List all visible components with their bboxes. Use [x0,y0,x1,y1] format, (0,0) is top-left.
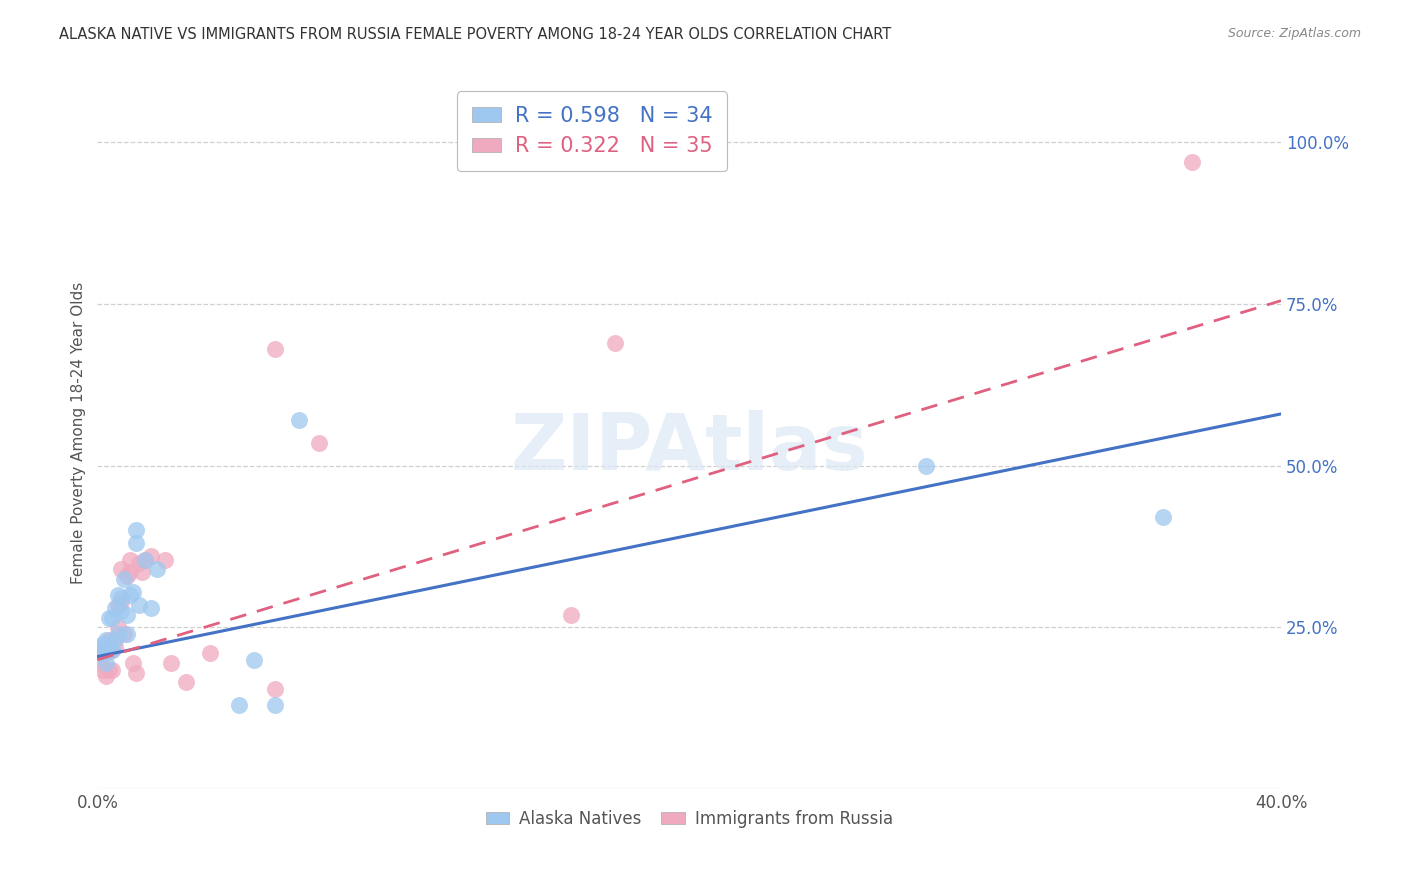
Text: ALASKA NATIVE VS IMMIGRANTS FROM RUSSIA FEMALE POVERTY AMONG 18-24 YEAR OLDS COR: ALASKA NATIVE VS IMMIGRANTS FROM RUSSIA … [59,27,891,42]
Point [139,549,162,564]
Text: ZIPAtlas: ZIPAtlas [510,409,868,485]
Point [91,646,114,660]
Point [101,663,124,677]
Point [107,588,129,602]
Point [198,646,221,660]
Point [89,643,111,657]
Point [118,566,141,580]
Point [139,601,162,615]
Point [1181,154,1204,169]
Point [112,627,135,641]
Point [155,552,177,566]
Point [89,643,111,657]
Point [131,566,153,580]
Point [91,663,114,677]
Point [115,627,138,641]
Point [110,562,132,576]
Point [101,643,124,657]
Point [115,607,138,622]
Point [101,643,124,657]
Point [125,524,148,538]
Point [98,643,121,657]
Legend: Alaska Natives, Immigrants from Russia: Alaska Natives, Immigrants from Russia [479,803,900,834]
Point [145,562,167,576]
Point [104,640,127,654]
Point [91,646,114,660]
Point [96,633,118,648]
Point [134,552,156,566]
Y-axis label: Female Poverty Among 18-24 Year Olds: Female Poverty Among 18-24 Year Olds [72,282,86,584]
Point [115,568,138,582]
Point [96,656,118,670]
Point [96,669,118,683]
Point [110,604,132,618]
Point [118,552,141,566]
Point [287,413,309,427]
Point [174,675,197,690]
Point [110,594,132,608]
Point [121,585,143,599]
Point [125,536,148,550]
Text: Source: ZipAtlas.com: Source: ZipAtlas.com [1227,27,1361,40]
Point [91,637,114,651]
Point [107,627,129,641]
Point [605,335,627,350]
Point [264,342,287,356]
Point [98,663,121,677]
Point [128,598,150,612]
Point [98,611,121,625]
Point [110,591,132,606]
Point [96,646,118,660]
Point [915,458,938,473]
Point [308,436,330,450]
Point [264,681,287,696]
Point [128,556,150,570]
Point [89,656,111,670]
Point [243,653,266,667]
Point [228,698,250,712]
Point [104,601,127,615]
Point [134,552,156,566]
Point [560,607,582,622]
Point [1152,510,1174,524]
Point [112,572,135,586]
Point [101,611,124,625]
Point [160,656,183,670]
Point [264,698,287,712]
Point [98,633,121,648]
Point [107,598,129,612]
Point [104,633,127,648]
Point [125,665,148,680]
Point [118,588,141,602]
Point [89,640,111,654]
Point [107,620,129,634]
Point [96,643,118,657]
Point [121,656,143,670]
